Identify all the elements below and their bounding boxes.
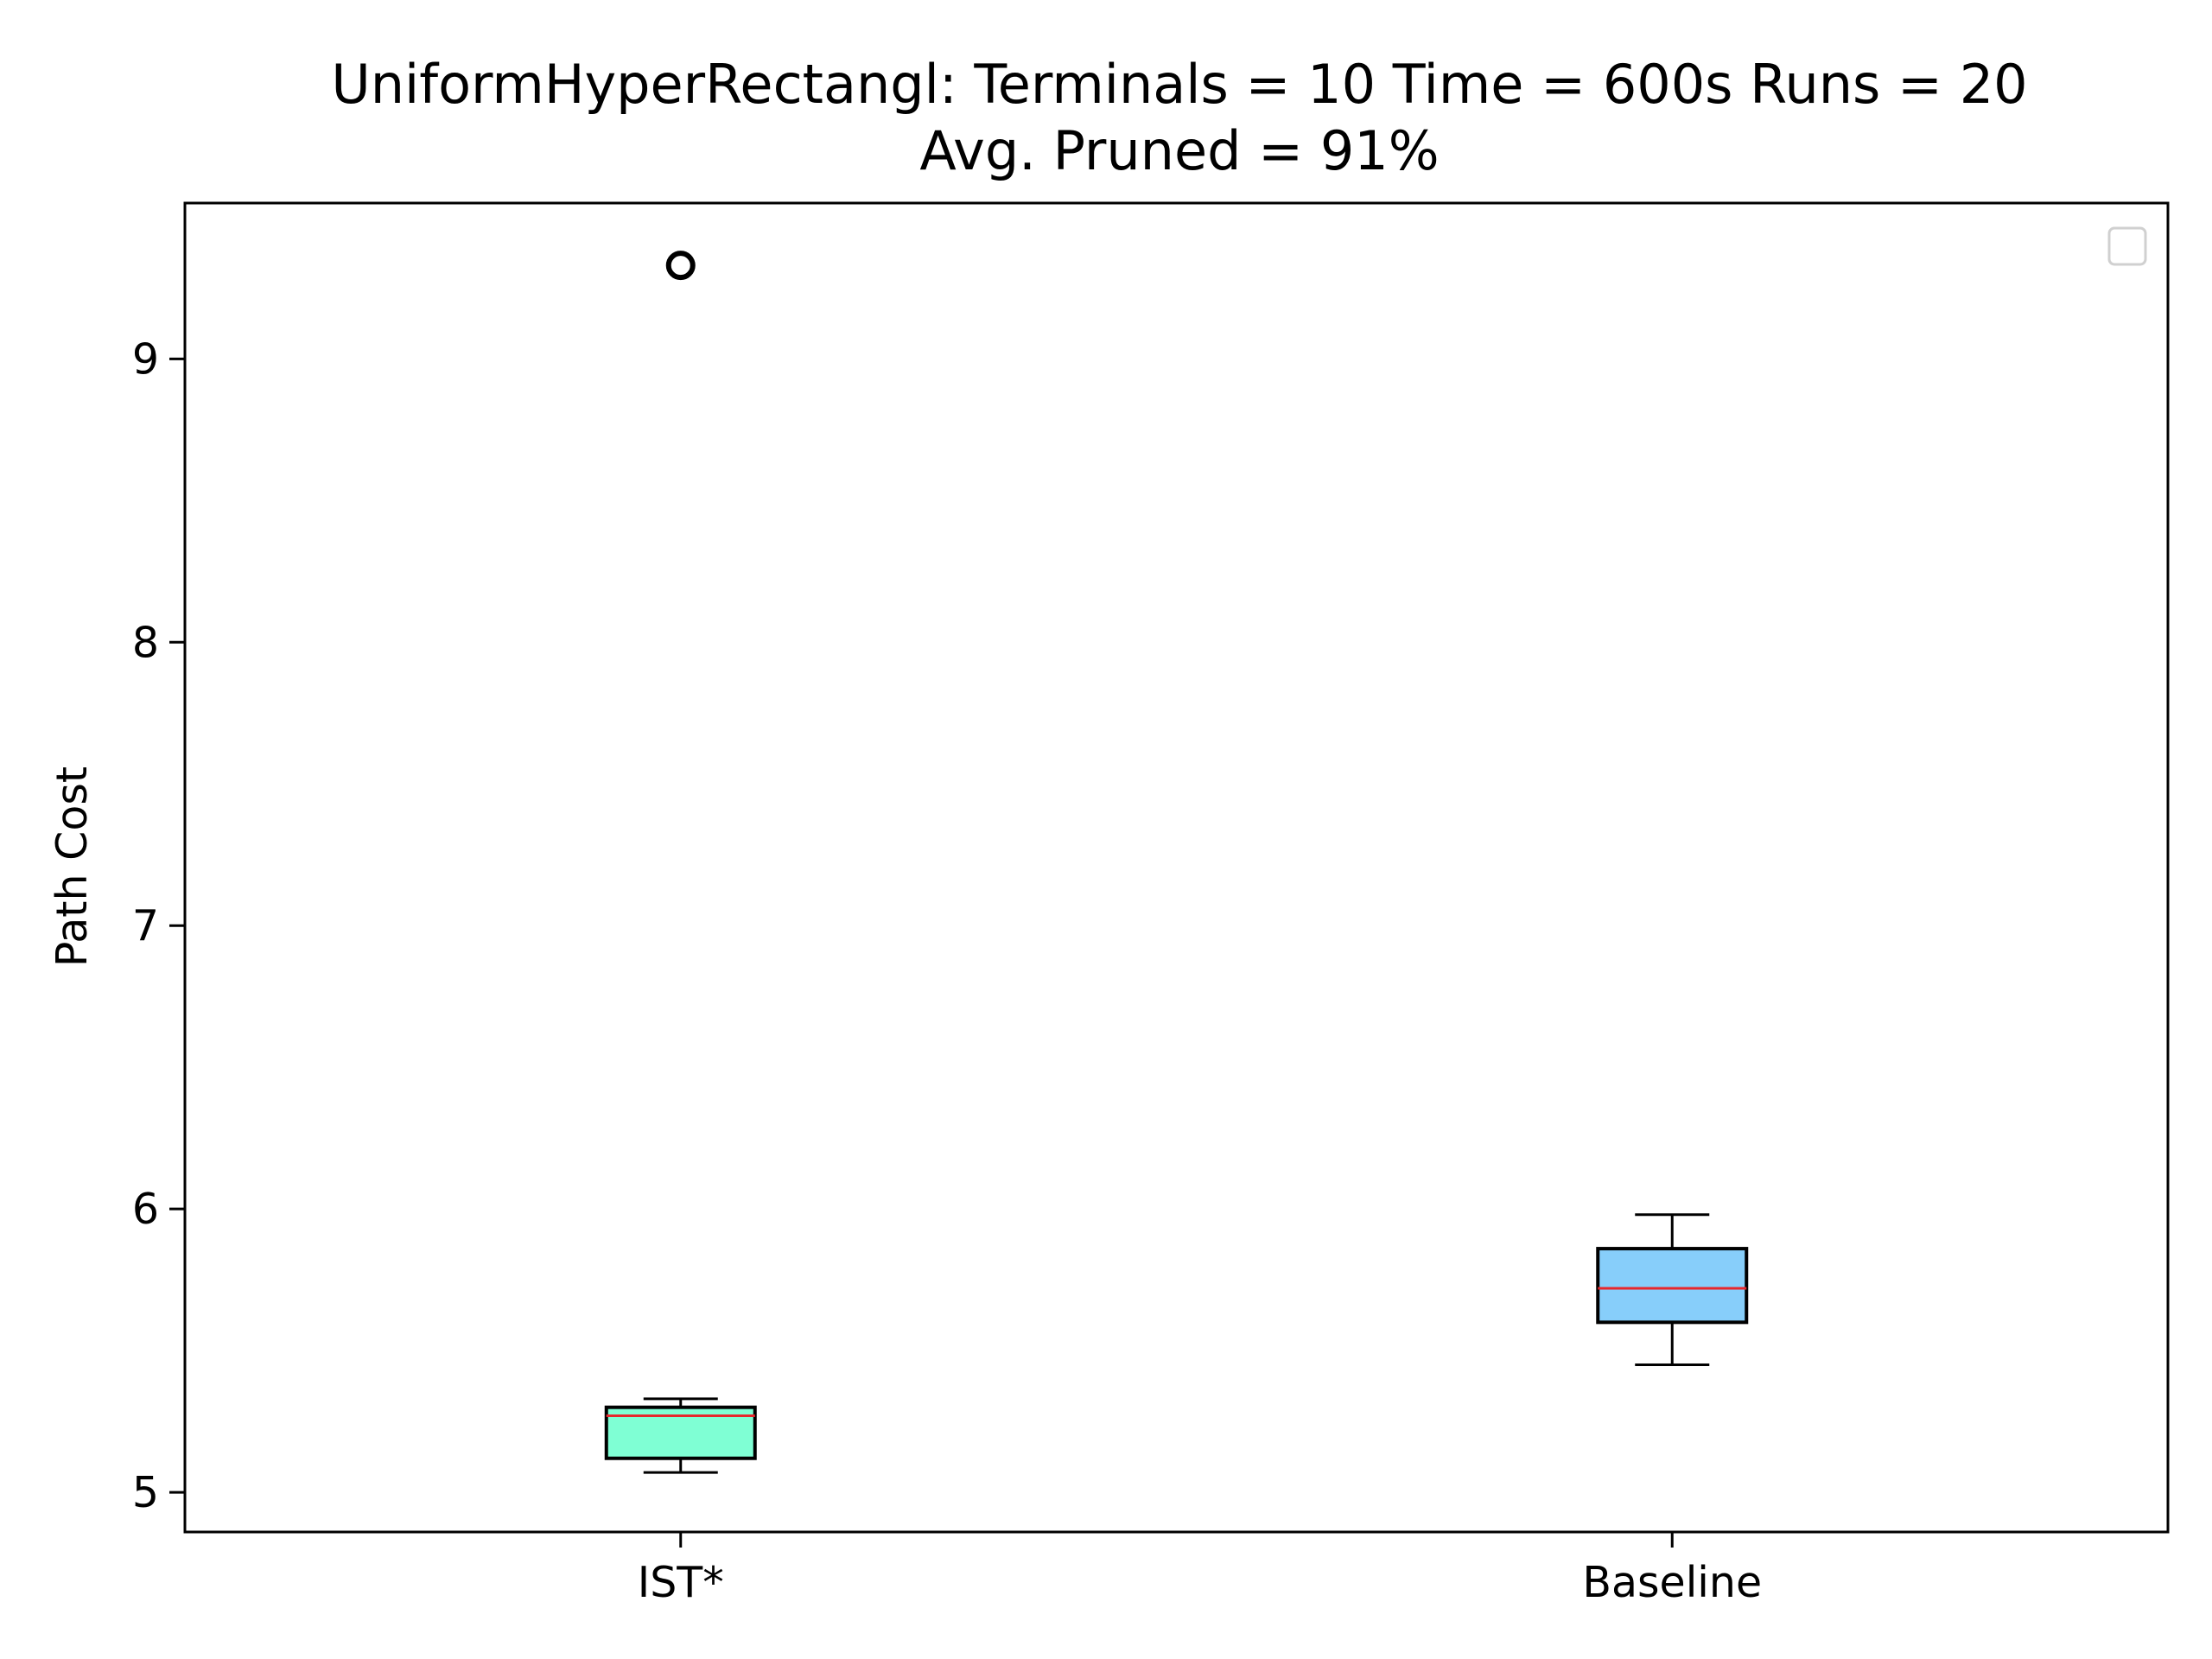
chart-title-line-1: UniformHyperRectangl: Terminals = 10 Tim… <box>331 53 2027 116</box>
x-tick-label: Baseline <box>1582 1558 1762 1607</box>
y-axis-label: Path Cost <box>48 766 97 967</box>
plot-frame <box>183 201 2170 1534</box>
y-tick-label: 5 <box>132 1468 159 1517</box>
plot-layer: 5 6 7 8 9 IST* Baseline <box>132 251 1762 1607</box>
y-tick-label: 9 <box>132 334 159 384</box>
y-tick-label: 7 <box>132 901 159 950</box>
box-iqr <box>1596 1247 1749 1325</box>
y-tick-label: 8 <box>132 618 159 667</box>
chart-title-line-2: Avg. Pruned = 91% <box>919 119 1439 182</box>
outlier-point <box>665 251 696 281</box>
y-tick-label: 6 <box>132 1185 159 1234</box>
x-tick-label: IST* <box>638 1558 724 1607</box>
legend-box <box>2107 226 2147 266</box>
